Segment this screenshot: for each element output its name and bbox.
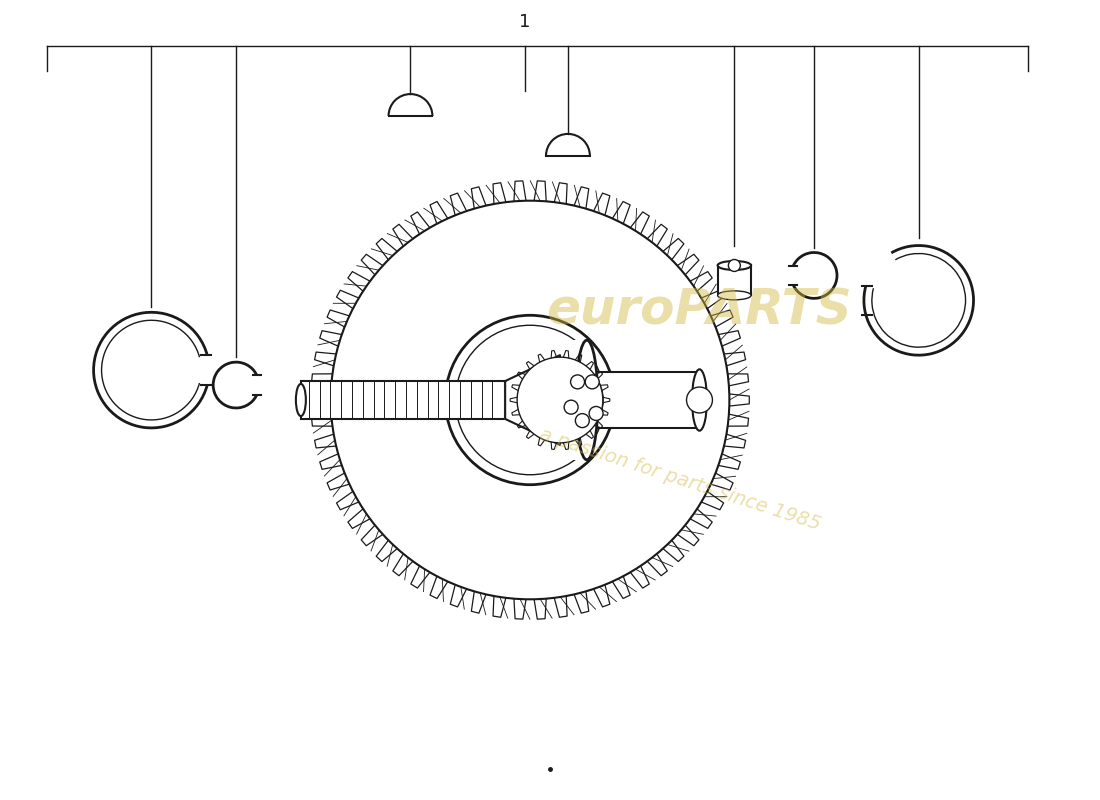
Polygon shape — [505, 355, 560, 445]
Circle shape — [564, 400, 579, 414]
Text: 1: 1 — [519, 14, 531, 31]
Ellipse shape — [717, 291, 751, 300]
Bar — [585, 372, 700, 428]
Ellipse shape — [717, 261, 751, 270]
Circle shape — [517, 357, 603, 443]
Bar — [525, 340, 590, 460]
Circle shape — [590, 406, 603, 421]
Polygon shape — [311, 181, 749, 619]
Circle shape — [446, 315, 615, 485]
Bar — [717, 266, 751, 295]
Text: a passion for parts since 1985: a passion for parts since 1985 — [537, 425, 823, 534]
Text: euroPARTS: euroPARTS — [547, 286, 852, 334]
Circle shape — [728, 259, 740, 271]
Circle shape — [571, 375, 584, 389]
Ellipse shape — [692, 370, 707, 430]
Circle shape — [575, 414, 590, 427]
Ellipse shape — [576, 340, 597, 460]
Ellipse shape — [296, 384, 306, 416]
Bar — [301, 381, 505, 419]
Circle shape — [331, 201, 729, 599]
Circle shape — [686, 387, 713, 413]
Circle shape — [585, 375, 600, 389]
